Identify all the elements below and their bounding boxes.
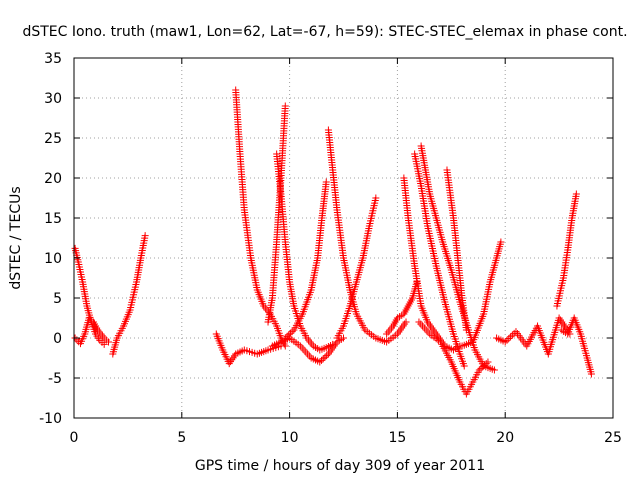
x-tick-label: 5: [177, 430, 186, 446]
y-tick-label: 15: [44, 211, 62, 227]
data-point-markers: [458, 238, 505, 350]
data-arc-17: [458, 238, 505, 350]
x-tick-label: 20: [496, 430, 514, 446]
data-point-markers: [212, 330, 285, 368]
data-arc-3: [212, 330, 285, 368]
data-point-markers: [557, 314, 595, 378]
x-tick-label: 25: [604, 430, 622, 446]
data-arc-16: [443, 166, 470, 334]
data-arc-19: [553, 190, 580, 310]
data-arc-11: [383, 278, 421, 338]
data-arc-5: [264, 102, 289, 326]
data-point-markers: [411, 150, 468, 370]
y-tick-labels: -10 -5 0 5 10 15 20 25 30 35: [39, 51, 62, 427]
y-tick-label: 35: [44, 51, 62, 67]
data-arc-18: [493, 314, 574, 358]
y-tick-label: -10: [39, 411, 62, 427]
x-tick-label: 15: [388, 430, 406, 446]
data-arc-10: [333, 194, 380, 342]
chart-title: dSTEC Iono. truth (maw1, Lon=62, Lat=-67…: [22, 24, 627, 40]
y-tick-label: 30: [44, 91, 62, 107]
data-point-markers: [443, 166, 470, 334]
data-point-markers: [264, 102, 289, 326]
data-point-markers: [109, 232, 149, 358]
data-arc-2: [109, 232, 149, 358]
x-tick-label: 10: [281, 430, 299, 446]
y-tick-label: 5: [53, 291, 62, 307]
y-tick-label: -5: [48, 371, 62, 387]
data-point-markers: [553, 190, 580, 310]
axis-ticks: [73, 57, 614, 419]
y-tick-label: 0: [53, 331, 62, 347]
x-tick-label: 0: [70, 430, 79, 446]
data-point-markers: [232, 86, 289, 350]
y-tick-label: 25: [44, 131, 62, 147]
plot-frame: [73, 57, 614, 419]
y-tick-label: 10: [44, 251, 62, 267]
y-tick-label: 20: [44, 171, 62, 187]
x-tick-labels: 0 5 10 15 20 25: [70, 430, 622, 446]
data-point-markers: [383, 278, 421, 338]
data-arc-7: [268, 334, 347, 366]
data-point-markers: [268, 334, 347, 366]
data-arc-14: [411, 150, 468, 370]
grid: [74, 58, 613, 418]
data-arc-8: [281, 178, 330, 342]
data-points: [71, 86, 595, 398]
data-arc-4: [232, 86, 289, 350]
data-point-markers: [415, 318, 492, 398]
data-arc-20: [557, 314, 595, 378]
data-point-markers: [281, 178, 330, 342]
data-point-markers: [333, 194, 380, 342]
data-arc-15: [415, 318, 492, 398]
x-axis-label: GPS time / hours of day 309 of year 2011: [195, 458, 485, 474]
y-axis-label: dSTEC / TECUs: [8, 186, 24, 289]
data-point-markers: [493, 314, 574, 358]
